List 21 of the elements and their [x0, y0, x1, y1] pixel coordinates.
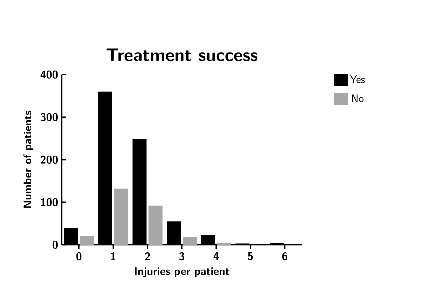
x-tick-label: 2	[145, 252, 150, 260]
bar	[183, 237, 198, 245]
x-tick-label: 4	[214, 252, 220, 260]
x-tick-label: 0	[76, 252, 82, 261]
y-tick-label: 300	[40, 113, 58, 122]
y-tick-label: 0	[52, 240, 58, 250]
bar	[80, 236, 94, 245]
bar	[148, 206, 163, 245]
x-tick-label: 5	[248, 252, 254, 260]
y-tick-label: 400	[40, 70, 58, 79]
y-axis-title: Number of patients	[24, 111, 34, 208]
y-tick-label: 200	[40, 156, 58, 164]
y-tick-label: 100	[41, 198, 58, 206]
legend-label: No	[352, 94, 364, 102]
x-tick-label: 1	[111, 252, 116, 260]
bar	[114, 188, 128, 245]
chart-title: Treatment success	[106, 48, 258, 62]
x-tick-label: 3	[180, 252, 185, 261]
x-tick-label: 6	[282, 252, 288, 261]
legend-label: Yes	[350, 76, 365, 84]
x-axis-title: Injuries per patient	[135, 267, 230, 278]
